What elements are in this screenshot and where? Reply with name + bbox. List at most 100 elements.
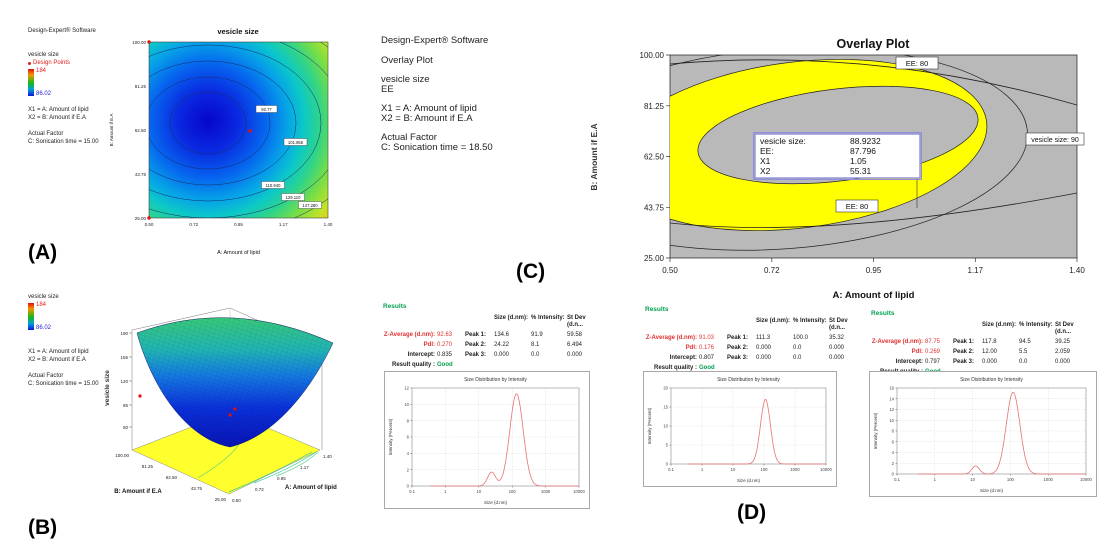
z-average-value: 87.75: [925, 339, 941, 345]
svg-text:EE:: EE:: [760, 146, 774, 156]
response-2: EE: [381, 83, 394, 95]
svg-text:6: 6: [407, 435, 410, 440]
x1-factor: X1 = A: Amount of lipid: [381, 103, 477, 114]
col-size: Size (d.nm):: [982, 322, 1016, 328]
panel-d-label: (D): [737, 501, 767, 524]
results-panel-3: Results Size (d.nm): % Intensity: St Dev…: [871, 310, 1083, 376]
svg-text:1000: 1000: [541, 489, 551, 494]
svg-text:10: 10: [663, 424, 668, 429]
svg-text:Intensity (Percent): Intensity (Percent): [647, 407, 652, 444]
flag-vesicle-size[interactable]: vesicle size: 90: [1025, 132, 1085, 146]
size-distribution-chart-2: Size Distribution by Intensity 0 5 10 15 20 0.…: [643, 371, 837, 487]
svg-text:81.25: 81.25: [142, 464, 154, 469]
panel-a-label: (A): [28, 241, 58, 264]
results-header: Results: [645, 306, 669, 313]
results-table: Size (d.nm): % Intensity: St Dev (d.n...…: [871, 322, 1083, 376]
ee-contour-top: [670, 59, 1077, 106]
flag-ee-top[interactable]: EE: 80: [895, 56, 939, 70]
svg-text:1000: 1000: [1044, 477, 1054, 482]
scale-max: 184: [36, 68, 47, 74]
contour-title: vesicle size: [217, 27, 258, 36]
size-distribution-chart-1: Size Distribution by Intensity 0 2 4 6 8 10 12 0…: [384, 371, 590, 509]
svg-text:1.17: 1.17: [968, 266, 984, 275]
contour-plot: vesicle size 92.77 101.855 110.940 129.1…: [109, 27, 333, 256]
response-surface: [136, 317, 334, 448]
response-name: vesicle size: [28, 294, 59, 300]
overlay-x-ticks: 0.50 0.72 0.95 1.17 1.40: [662, 266, 1085, 275]
a-axis-ticks: 0.50 0.72 0.95 1.17 1.40: [232, 454, 332, 503]
contour-x-label: A: Amount of lipid: [217, 250, 260, 256]
svg-text:62.50: 62.50: [644, 153, 665, 162]
col-size: Size (d.nm):: [494, 315, 528, 321]
surface-3d-plot: 190 155 120 85 50 100.00 81.25 62.50 43.…: [104, 307, 337, 503]
intercept-value: 0.797: [925, 359, 941, 365]
svg-text:100.00: 100.00: [115, 453, 129, 458]
svg-text:87.796: 87.796: [850, 146, 876, 156]
overlay-y-ticks: 100.00 81.25 62.50 43.75 25.00: [640, 51, 665, 263]
svg-text:10: 10: [970, 477, 975, 482]
svg-text:120: 120: [120, 379, 128, 384]
ee-contour-bottom: [670, 192, 1077, 228]
svg-text:100: 100: [1007, 477, 1015, 482]
plot-type: Overlay Plot: [381, 54, 433, 66]
contour-surface: [148, 41, 329, 219]
svg-text:0.50: 0.50: [145, 222, 154, 227]
svg-text:1.17: 1.17: [279, 222, 288, 227]
flag-ee-bottom[interactable]: EE: 80: [835, 199, 879, 213]
col-size: Size (d.nm):: [756, 318, 790, 324]
results-table: Size (d.nm): % Intensity: St Dev (d.n...…: [383, 315, 595, 369]
results-panel-2: Results Size (d.nm): % Intensity: St Dev…: [645, 306, 857, 372]
color-scale-bar: [28, 303, 34, 330]
svg-text:1.40: 1.40: [1069, 266, 1085, 275]
z-tick-marks: [129, 332, 132, 428]
results-header: Results: [383, 303, 407, 310]
svg-text:100.00: 100.00: [132, 40, 146, 45]
col-intensity: % Intensity:: [1019, 322, 1053, 328]
svg-text:vesicle size: 90: vesicle size: 90: [1031, 137, 1079, 144]
actual-factor-value: C: Sonication time = 18.50: [381, 141, 493, 153]
svg-text:81.25: 81.25: [644, 102, 665, 111]
svg-text:1: 1: [701, 467, 704, 472]
software-title: Design-Expert® Software: [28, 28, 96, 34]
overlay-tick-marks: [666, 54, 1078, 262]
design-point-icon: [28, 61, 31, 65]
svg-text:10000: 10000: [1080, 477, 1092, 482]
col-intensity: % Intensity:: [793, 318, 827, 324]
col-stdev: St Dev (d.n...: [1055, 322, 1074, 335]
svg-text:0: 0: [407, 484, 410, 489]
svg-text:10: 10: [404, 402, 409, 407]
svg-text:1000: 1000: [790, 467, 800, 472]
pdi-value: 0.269: [925, 349, 941, 355]
svg-text:0.95: 0.95: [866, 266, 882, 275]
z-ticks: 190 155 120 85 50: [120, 331, 128, 430]
svg-text:Size (d.nm): Size (d.nm): [980, 488, 1004, 493]
svg-text:155: 155: [120, 355, 128, 360]
svg-text:10: 10: [476, 489, 481, 494]
quality-value: Good: [437, 362, 453, 368]
svg-text:0.50: 0.50: [662, 266, 678, 275]
svg-text:81.25: 81.25: [135, 84, 147, 89]
col-intensity: % Intensity:: [531, 315, 565, 321]
size-distribution-svg-2: Size Distribution by Intensity 0 5 10 15 20 0.…: [647, 377, 832, 483]
actual-factor-label: Actual Factor: [28, 373, 64, 379]
col-stdev: St Dev (d.n...: [567, 315, 586, 328]
svg-text:43.75: 43.75: [191, 486, 203, 491]
svg-text:5: 5: [666, 443, 669, 448]
svg-text:X1: X1: [760, 156, 771, 166]
prediction-info-box[interactable]: vesicle size: 88.9232 EE: 87.796 X1 1.05…: [753, 132, 922, 180]
svg-text:0.50: 0.50: [232, 498, 241, 503]
svg-text:Size (d.nm): Size (d.nm): [737, 478, 761, 483]
svg-text:0: 0: [666, 462, 669, 467]
svg-text:4: 4: [892, 450, 895, 455]
svg-text:1.17: 1.17: [300, 465, 309, 470]
svg-text:10000: 10000: [820, 467, 832, 472]
contour-y-label: B: Amount if E.A: [109, 114, 114, 147]
svg-text:62.50: 62.50: [135, 128, 147, 133]
svg-text:0.95: 0.95: [234, 222, 243, 227]
svg-text:62.50: 62.50: [166, 475, 178, 480]
overlay-y-label: B: Amount if E.A: [589, 123, 599, 190]
design-points: [138, 394, 237, 417]
results-panel-1: Results Size (d.nm): % Intensity: St Dev…: [383, 303, 595, 369]
svg-text:14: 14: [889, 396, 894, 401]
response-name: vesicle size: [28, 52, 59, 58]
